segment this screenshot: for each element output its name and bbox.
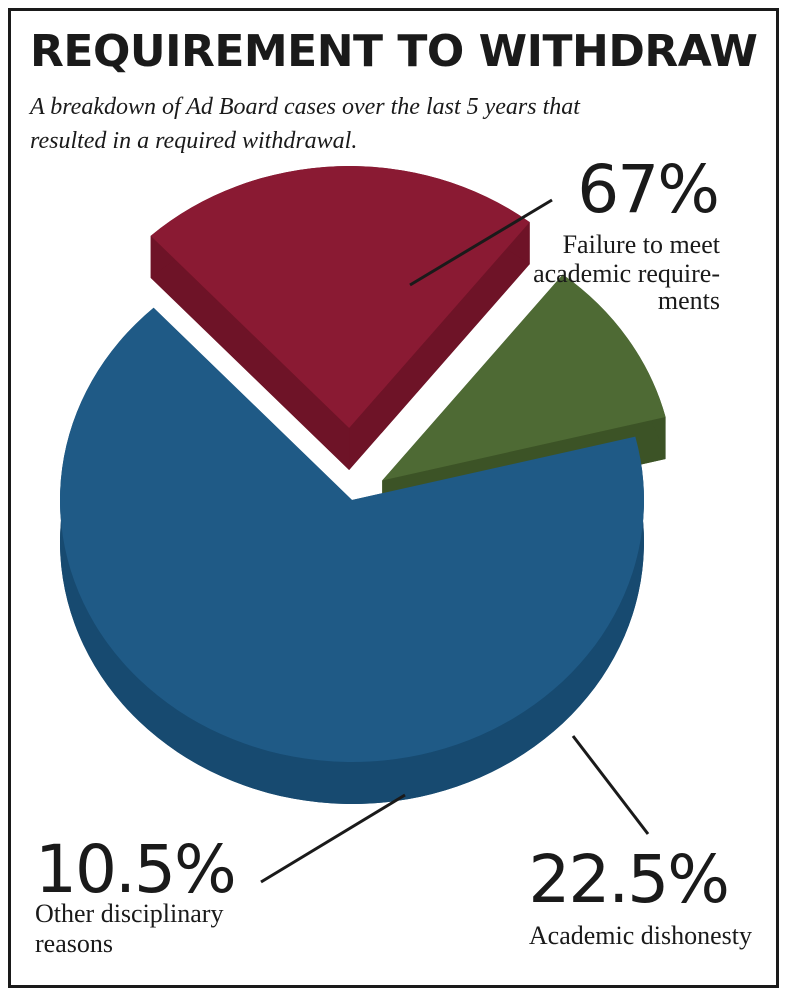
leader-line-other	[260, 793, 406, 884]
leader-line-dishonesty	[571, 735, 650, 835]
pie-slice-dishonesty	[150, 166, 530, 429]
chart-subtitle: A breakdown of Ad Board cases over the l…	[30, 94, 580, 154]
data-label-value-failure: 67%	[577, 151, 718, 228]
pie-slices	[60, 166, 666, 762]
slice-label-failure-line-1: academic require-	[533, 259, 720, 288]
chart-title: REQUIREMENT TO WITHDRAW	[30, 26, 758, 77]
slice-label-other-line-1: reasons	[35, 929, 113, 958]
data-label-value-other: 10.5%	[35, 831, 235, 908]
leader-lines	[260, 198, 650, 884]
slice-label-other-line-0: Other disciplinary	[35, 899, 223, 928]
slice-label-failure-line-2: ments	[658, 286, 720, 315]
slice-wall-dishonesty-0	[150, 235, 350, 471]
data-label-value-dishonesty: 22.5%	[528, 841, 728, 918]
slice-label-failure-line-0: Failure to meet	[563, 230, 721, 259]
pie-slice-failure	[60, 307, 644, 762]
pie-slice-other	[382, 274, 666, 481]
slice-wall-dishonesty-1	[349, 222, 530, 471]
slice-label-dishonesty-line-0: Academic dishonesty	[529, 921, 752, 950]
leader-line-failure	[409, 198, 553, 287]
